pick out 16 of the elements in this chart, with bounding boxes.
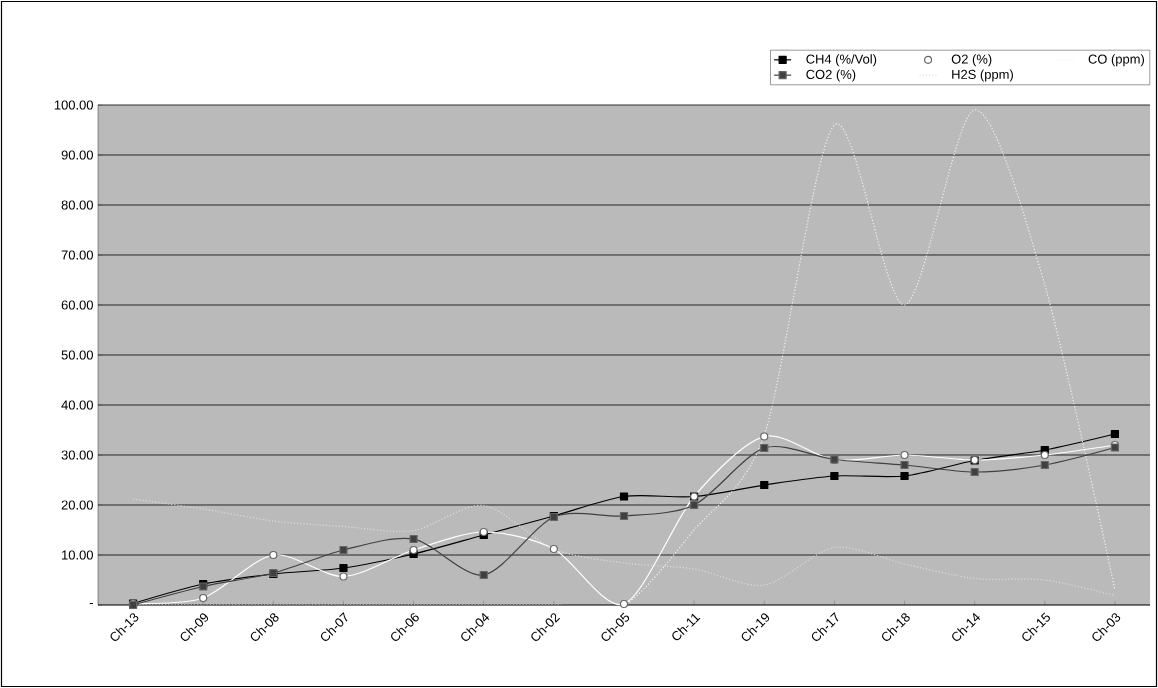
y-tick-label: 50.00 — [61, 350, 93, 360]
y-tick-label: 80.00 — [61, 200, 93, 210]
legend-label: H2S (ppm) — [952, 69, 1013, 82]
y-tick-label: 100.00 — [54, 100, 93, 110]
y-tick-label: - — [89, 603, 93, 605]
y-tick-label: 20.00 — [61, 500, 93, 510]
y-tick-label: 40.00 — [61, 400, 93, 410]
legend-label: CO2 (%) — [806, 69, 856, 82]
y-tick-label: 60.00 — [61, 300, 93, 310]
legend-label: CH4 (%/Vol) — [806, 54, 877, 67]
y-tick-label: 70.00 — [61, 250, 93, 260]
y-tick-label: 90.00 — [61, 150, 93, 160]
y-tick-label: 30.00 — [61, 450, 93, 460]
legend-label: O2 (%) — [951, 54, 992, 67]
y-tick-label: 10.00 — [62, 550, 93, 560]
legend-label: CO (ppm) — [1088, 54, 1144, 67]
